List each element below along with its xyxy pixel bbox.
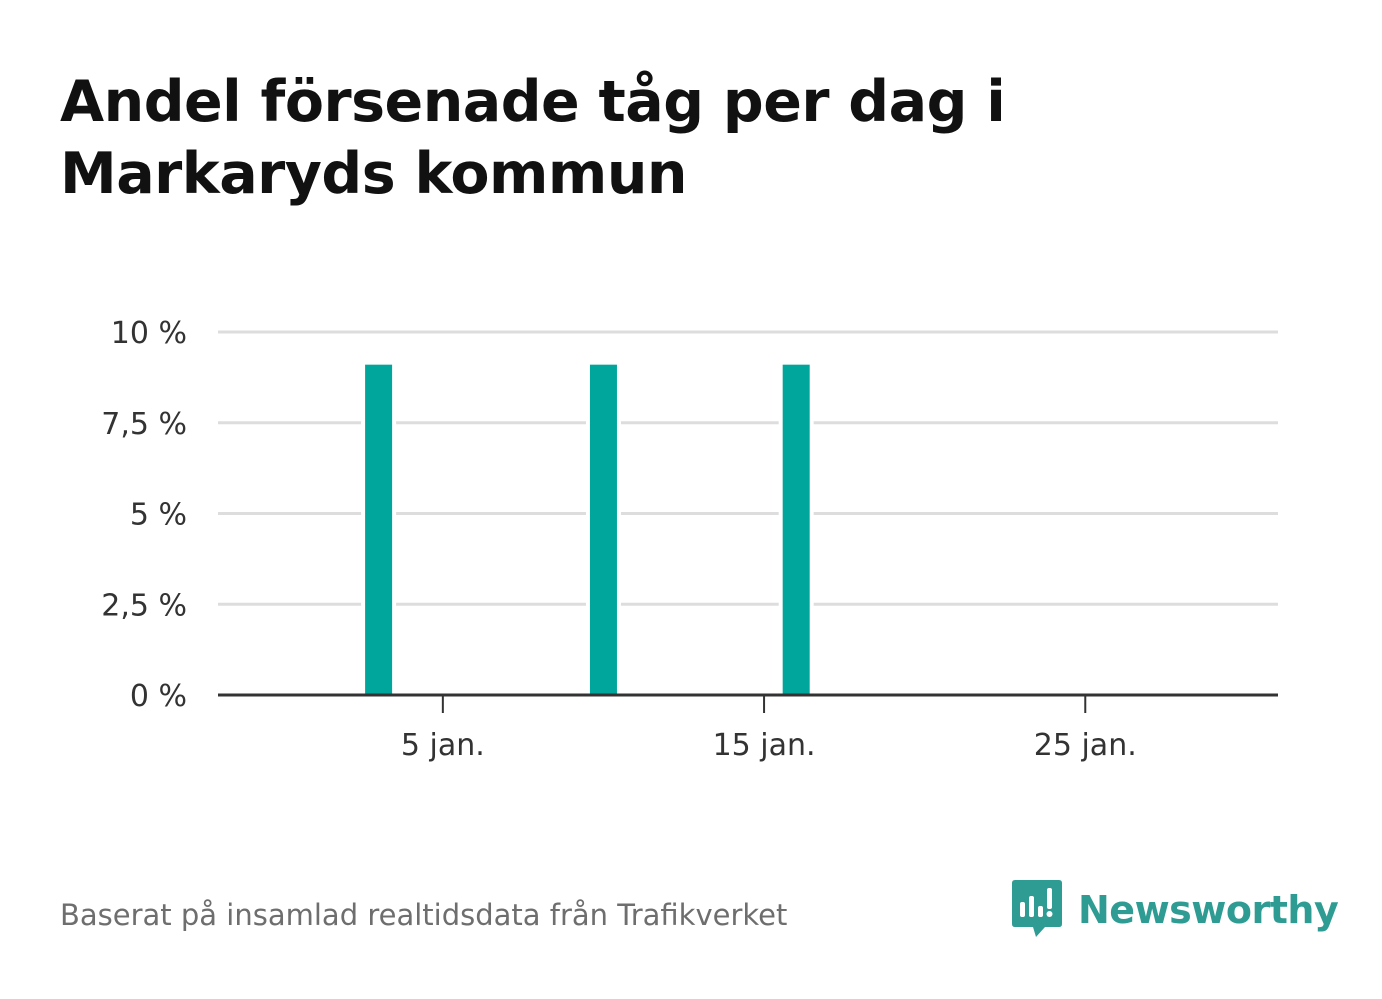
y-tick-label: 0 %: [130, 679, 187, 714]
tick-labels: 0 % 2,5 % 5 % 7,5 % 10 % 5 jan. 15 jan. 25 jan.: [101, 316, 1137, 763]
x-axis: [218, 693, 1278, 713]
bar: [782, 364, 810, 695]
bar: [365, 364, 393, 695]
chart-title: Andel försenade tåg per dag i Markaryds …: [60, 66, 1060, 210]
chart-title-line-2: Markaryds kommun: [60, 141, 688, 207]
newsworthy-logo[interactable]: Newsworthy: [1012, 880, 1339, 940]
bar: [589, 364, 617, 695]
y-tick-label: 5 %: [130, 498, 187, 533]
source-note: Baserat på insamlad realtidsdata från Tr…: [60, 898, 788, 932]
x-tick-label: 15 jan.: [713, 728, 816, 763]
y-tick-label: 7,5 %: [101, 407, 187, 442]
bars: [361, 364, 814, 695]
newsworthy-logo-icon: [1012, 880, 1062, 937]
logo-text: Newsworthy: [1078, 888, 1339, 932]
y-tick-label: 2,5 %: [101, 588, 187, 623]
chart-title-line-1: Andel försenade tåg per dag i: [60, 69, 1006, 135]
y-tick-label: 10 %: [111, 316, 187, 351]
x-tick-label: 25 jan.: [1034, 728, 1137, 763]
x-tick-label: 5 jan.: [401, 728, 485, 763]
